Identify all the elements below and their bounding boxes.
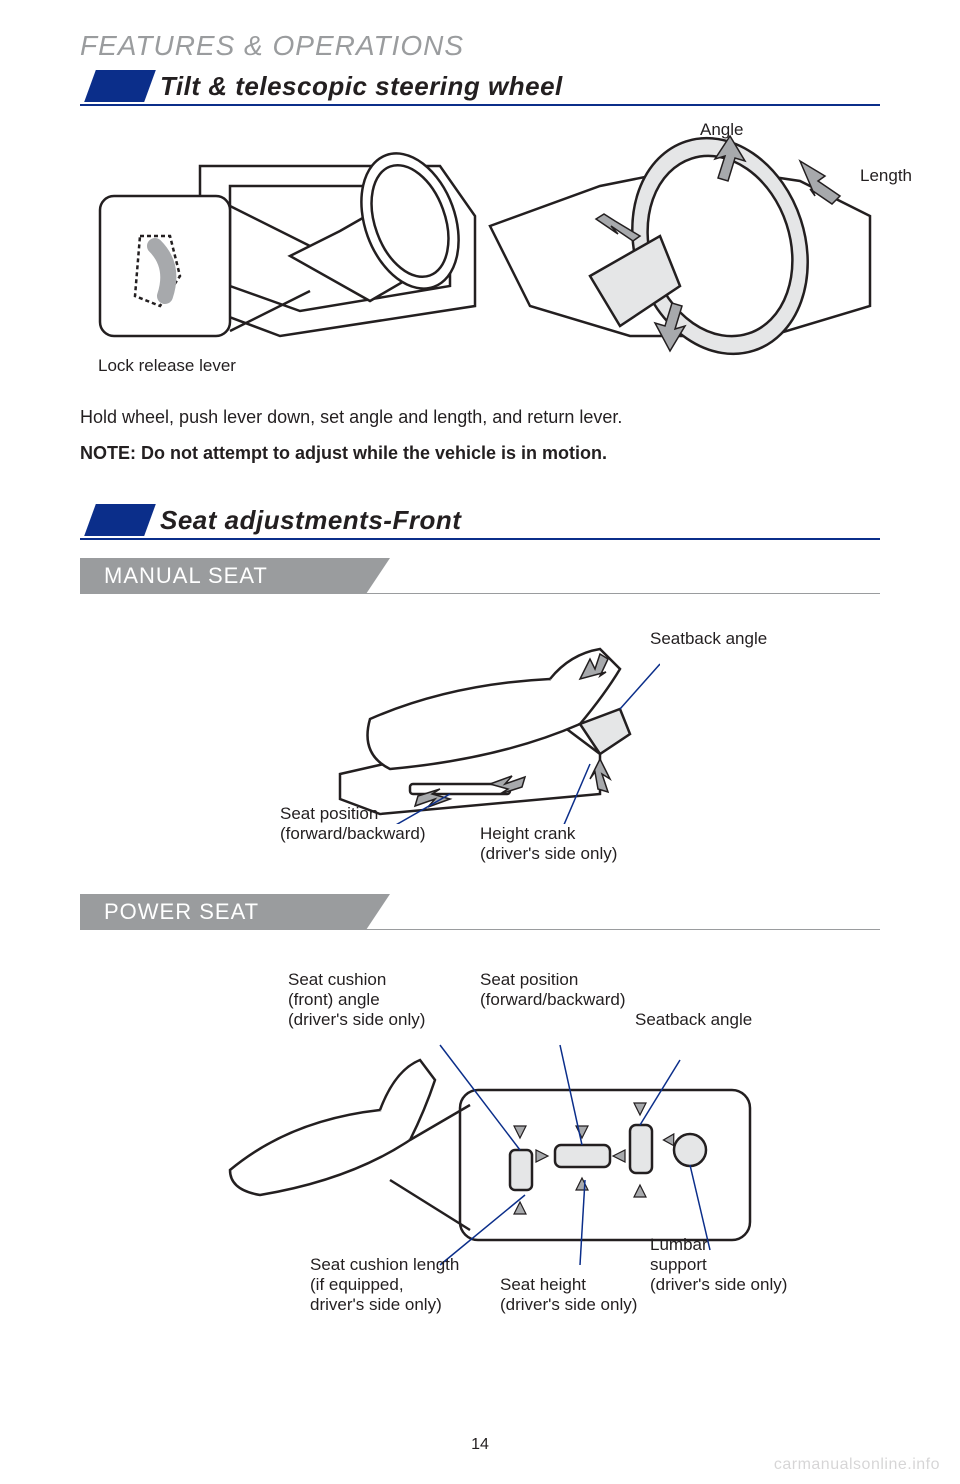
steering-diagram-area: Angle Length Lock release lever bbox=[80, 126, 880, 386]
page-number: 14 bbox=[471, 1436, 489, 1454]
title-accent-2 bbox=[84, 504, 156, 536]
power-seat-banner: POWER SEAT bbox=[80, 894, 390, 930]
steering-instruction: Hold wheel, push lever down, set angle a… bbox=[80, 404, 880, 431]
angle-label: Angle bbox=[700, 120, 743, 140]
manual-seat-svg bbox=[300, 624, 660, 824]
title-rule-2 bbox=[80, 538, 880, 540]
power-cushion-length-label: Seat cushion length (if equipped, driver… bbox=[310, 1255, 459, 1315]
manual-seat-position-label: Seat position (forward/backward) bbox=[280, 804, 426, 844]
title-rule-1 bbox=[80, 104, 880, 106]
power-lumbar-label: Lumbar support (driver's side only) bbox=[650, 1235, 787, 1295]
power-seat-banner-line bbox=[80, 929, 880, 930]
section-header: FEATURES & OPERATIONS bbox=[80, 30, 880, 62]
manual-page: FEATURES & OPERATIONS Tilt & telescopic … bbox=[0, 0, 960, 1484]
title-row-2: Seat adjustments-Front bbox=[80, 504, 880, 536]
length-label: Length bbox=[860, 166, 912, 186]
lock-release-label: Lock release lever bbox=[98, 356, 236, 376]
manual-seat-banner-line bbox=[80, 593, 880, 594]
power-seat-height-label: Seat height (driver's side only) bbox=[500, 1275, 637, 1315]
manual-seat-diagram: Seatback angle Seat position (forward/ba… bbox=[80, 614, 880, 864]
title-row-1: Tilt & telescopic steering wheel bbox=[80, 70, 880, 102]
manual-seat-banner: MANUAL SEAT bbox=[80, 558, 390, 594]
power-seat-svg bbox=[210, 1030, 770, 1270]
steering-left-svg bbox=[80, 136, 480, 376]
power-cushion-angle-label: Seat cushion (front) angle (driver's sid… bbox=[288, 970, 425, 1030]
steering-right-svg bbox=[470, 126, 890, 376]
title-1: Tilt & telescopic steering wheel bbox=[160, 71, 563, 102]
manual-height-crank-label: Height crank (driver's side only) bbox=[480, 824, 617, 864]
title-accent-1 bbox=[84, 70, 156, 102]
power-seatback-angle-label: Seatback angle bbox=[635, 1010, 752, 1030]
power-seat-banner-row: POWER SEAT bbox=[80, 894, 880, 930]
power-seat-diagram: Seat cushion (front) angle (driver's sid… bbox=[80, 950, 880, 1320]
manual-seat-banner-row: MANUAL SEAT bbox=[80, 558, 880, 594]
watermark: carmanualsonline.info bbox=[774, 1456, 940, 1474]
manual-seatback-angle-label: Seatback angle bbox=[650, 629, 767, 649]
title-2: Seat adjustments-Front bbox=[160, 505, 461, 536]
power-seat-position-label: Seat position (forward/backward) bbox=[480, 970, 626, 1010]
steering-note: NOTE: Do not attempt to adjust while the… bbox=[80, 443, 880, 464]
